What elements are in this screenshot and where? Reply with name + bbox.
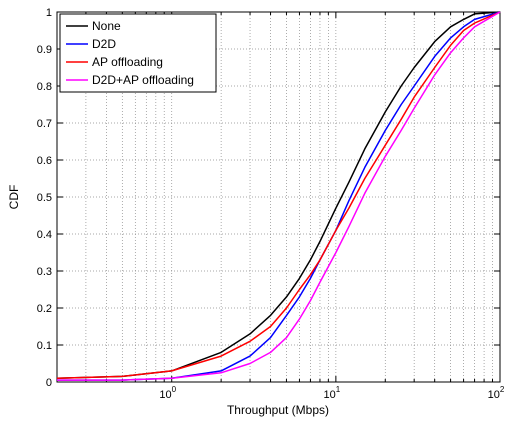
series-line-none bbox=[56, 11, 501, 380]
x-tick-labels: 100 101 102 bbox=[159, 385, 505, 401]
legend-entry-label: D2D bbox=[92, 37, 116, 51]
series-lines bbox=[56, 11, 501, 381]
y-tick-label: 0.5 bbox=[37, 192, 52, 204]
y-tick-label: 0.3 bbox=[37, 266, 52, 278]
y-tick-label: 0.9 bbox=[37, 44, 52, 56]
legend: None D2D AP offloading D2D+AP offloading bbox=[59, 13, 217, 93]
y-tick-label: 0.8 bbox=[37, 81, 52, 93]
y-tick-label: 1 bbox=[46, 7, 52, 19]
y-tick-label: 0.7 bbox=[37, 118, 52, 130]
grid-lines bbox=[57, 12, 500, 382]
y-axis-label: CDF bbox=[7, 185, 21, 210]
series-line-d2d-ap-offloading bbox=[57, 11, 501, 381]
x-axis-label: Throughput (Mbps) bbox=[227, 403, 329, 417]
y-tick-label: 0.6 bbox=[37, 155, 52, 167]
legend-box bbox=[59, 13, 217, 93]
x-tick-label: 101 bbox=[324, 385, 341, 401]
x-tick-label: 100 bbox=[159, 385, 176, 401]
y-tick-labels: 0 0.1 0.2 0.3 0.4 0.5 0.6 0.7 0.8 0.9 1 bbox=[37, 7, 52, 389]
legend-entry-label: None bbox=[92, 19, 121, 33]
legend-entry-label: AP offloading bbox=[92, 55, 163, 69]
x-tick-label: 102 bbox=[488, 385, 505, 401]
y-tick-label: 0.4 bbox=[37, 229, 52, 241]
series-line-ap-offloading bbox=[56, 11, 501, 380]
y-tick-label: 0.1 bbox=[37, 340, 52, 352]
legend-entry-label: D2D+AP offloading bbox=[92, 73, 194, 87]
y-tick-label: 0.2 bbox=[37, 303, 52, 315]
y-tick-label: 0 bbox=[46, 377, 52, 389]
